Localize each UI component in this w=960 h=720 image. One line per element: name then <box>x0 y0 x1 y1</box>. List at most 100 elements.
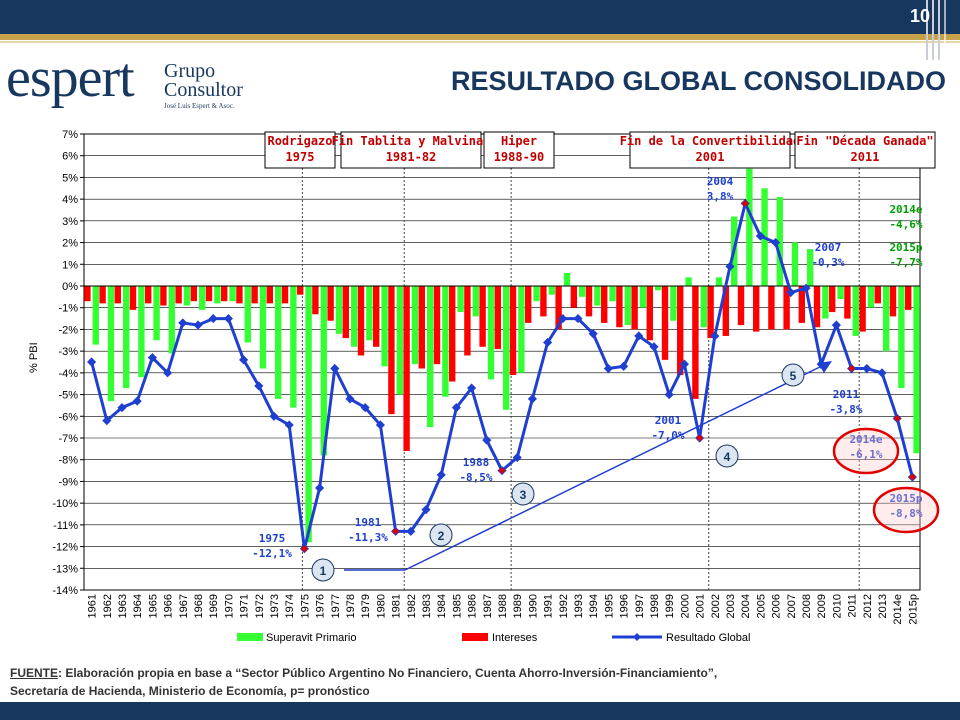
y-tick-label: -12% <box>52 542 78 554</box>
point-resultado-global <box>771 238 781 248</box>
point-resultado-global <box>695 433 705 443</box>
bar-intereses <box>403 286 410 452</box>
logo-grupo-consultor: Grupo Consultor <box>164 61 243 101</box>
point-resultado-global <box>543 337 553 348</box>
step-marker-circle <box>511 482 535 506</box>
step-marker-label: 5 <box>790 369 797 383</box>
point-resultado-global <box>527 394 537 404</box>
x-tick-label: 2002 <box>710 594 722 618</box>
x-tick-label: 1980 <box>375 594 387 618</box>
y-axis-label: % PBI <box>28 342 40 373</box>
point-resultado-global <box>284 420 294 430</box>
y-tick-label: -1% <box>58 303 78 315</box>
bar-superavit-primario <box>867 286 875 308</box>
source-note: FUENTE: Elaboración propia en base a “Se… <box>10 664 950 700</box>
point-resultado-global <box>87 357 97 367</box>
bar-superavit-primario <box>183 286 191 306</box>
bar-superavit-primario <box>472 286 479 317</box>
bar-intereses <box>190 286 197 302</box>
point-resultado-global <box>163 368 173 378</box>
bar-superavit-primario <box>487 286 495 380</box>
point-resultado-global <box>725 261 735 272</box>
point-resultado-global <box>421 505 431 515</box>
resultado-global-chart: 7% 6% 5% 4% 3% 2% 1% 0% -1% -2% -3% -4% -5% -6% -7% -8%… <box>28 129 940 644</box>
x-tick-label: 2011 <box>847 594 859 618</box>
y-tick-label: 5% <box>62 172 78 184</box>
y-tick-label: -5% <box>58 390 78 402</box>
y-tick-label: -10% <box>52 498 78 510</box>
bar-intereses <box>312 286 319 315</box>
point-resultado-global <box>862 363 872 374</box>
period-box <box>264 131 336 169</box>
x-tick-label: 2003 <box>725 594 737 618</box>
x-tick-label: 1982 <box>406 594 418 618</box>
bar-superavit-primario <box>715 277 723 286</box>
x-tick-label: 2000 <box>679 594 691 618</box>
point-resultado-global <box>710 331 720 341</box>
point-resultado-global <box>391 526 401 536</box>
bar-superavit-primario <box>776 196 783 286</box>
bar-intereses <box>175 286 182 304</box>
x-tick-label: 1984 <box>436 594 448 618</box>
bar-intereses <box>601 286 608 323</box>
bar-superavit-primario <box>548 286 555 295</box>
bar-intereses <box>373 286 380 347</box>
step-marker-circle <box>311 558 335 582</box>
step-marker-circle <box>429 523 453 547</box>
x-tick-label: 1965 <box>147 594 159 618</box>
legend-label: Superavit Primario <box>266 632 356 644</box>
x-tick-label: 1978 <box>345 594 357 618</box>
bar-intereses <box>798 286 805 323</box>
period-label: Hiper <box>501 134 537 148</box>
bar-superavit-primario <box>852 286 859 336</box>
y-tick-label: 7% <box>62 129 78 141</box>
bar-intereses <box>509 286 517 376</box>
bar-superavit-primario <box>624 286 631 326</box>
x-tick-label: 1993 <box>573 594 585 618</box>
bar-intereses <box>494 286 501 349</box>
y-tick-label: -3% <box>58 346 78 358</box>
bar-intereses <box>479 286 486 347</box>
bar-intereses <box>905 286 912 310</box>
point-resultado-global <box>315 483 325 493</box>
logo-line2: Consultor <box>164 79 243 101</box>
bar-intereses <box>388 286 395 415</box>
x-tick-label: 2001 <box>695 594 707 618</box>
legend-swatch-intereses <box>462 633 488 641</box>
point-resultado-global <box>299 544 309 554</box>
bar-superavit-primario <box>411 286 419 365</box>
bar-intereses <box>84 286 91 302</box>
point-resultado-global <box>451 403 461 413</box>
point-resultado-global <box>239 355 249 365</box>
x-tick-label: 1988 <box>497 594 509 618</box>
x-tick-label: 2007 <box>786 594 798 618</box>
bar-intereses <box>236 286 243 304</box>
y-tick-label: 1% <box>62 259 78 271</box>
bar-intereses <box>342 286 349 339</box>
x-tick-label: 1977 <box>330 594 342 618</box>
annotation-value: -7,0% <box>651 429 684 442</box>
x-tick-label: 2006 <box>771 594 783 618</box>
bar-intereses <box>768 286 775 330</box>
point-resultado-global <box>193 320 203 330</box>
point-resultado-global <box>345 394 355 404</box>
legend-swatch-superavit <box>237 633 263 641</box>
annotation-value: -0,3% <box>811 256 844 269</box>
bar-intereses <box>99 286 106 304</box>
trend-arrow-head <box>818 361 832 373</box>
highlight-ellipse-2015p <box>872 486 940 534</box>
point-resultado-global <box>603 363 613 374</box>
x-tick-label: 2009 <box>816 594 828 618</box>
bar-superavit-primario <box>138 286 145 378</box>
bar-superavit-primario <box>533 286 540 302</box>
step-marker-label: 2 <box>438 529 445 543</box>
period-box <box>483 131 555 169</box>
annotation-year: 1975 <box>259 532 286 545</box>
y-tick-label: 0% <box>62 281 78 293</box>
annotation-value: -8,5% <box>459 471 492 484</box>
bar-superavit-primario <box>427 286 434 428</box>
annotation-value: -11,3% <box>348 531 388 544</box>
y-tick-label: 2% <box>62 238 78 250</box>
bar-superavit-primario <box>791 242 799 286</box>
bar-superavit-primario <box>442 286 449 397</box>
